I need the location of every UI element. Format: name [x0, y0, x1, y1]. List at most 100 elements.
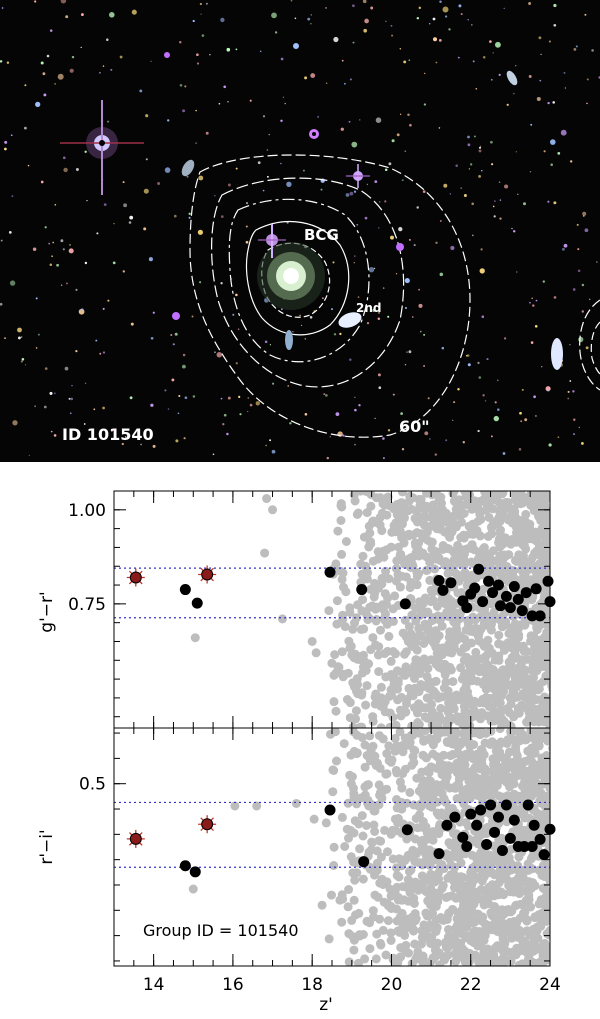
- member-galaxy-point: [399, 598, 411, 610]
- field-galaxy-point: [339, 739, 349, 749]
- field-galaxy-point: [379, 700, 388, 710]
- field-object: [391, 34, 394, 37]
- field-galaxy-point: [549, 849, 550, 854]
- field-galaxy-point: [545, 861, 550, 871]
- field-object: [468, 168, 471, 170]
- member-galaxy-point: [520, 587, 532, 599]
- field-galaxy-point: [550, 543, 559, 552]
- field-object: [478, 149, 482, 153]
- field-galaxy-point: [551, 910, 560, 919]
- field-galaxy-point: [550, 502, 559, 511]
- field-galaxy-point: [367, 837, 377, 847]
- field-galaxy-point: [381, 950, 391, 960]
- field-galaxy-point: [417, 767, 427, 777]
- field-galaxy-point: [540, 809, 550, 819]
- field-object: [460, 187, 463, 190]
- member-galaxy-point: [508, 581, 520, 593]
- field-galaxy-point: [347, 915, 357, 925]
- field-object: [220, 397, 223, 400]
- field-galaxy-point: [553, 767, 562, 776]
- field-object: [494, 200, 496, 202]
- field-galaxy-point: [552, 868, 561, 877]
- field-galaxy-point: [494, 713, 504, 723]
- field-object: [17, 336, 21, 340]
- field-object: [536, 96, 541, 102]
- field-object: [441, 346, 445, 350]
- field-galaxy-point: [404, 622, 414, 632]
- field-galaxy-point: [361, 700, 371, 710]
- field-galaxy-point: [410, 728, 420, 733]
- field-object: [453, 401, 456, 404]
- field-galaxy-point: [480, 919, 490, 929]
- field-object: [570, 160, 573, 163]
- field-galaxy-point: [514, 889, 524, 899]
- member-galaxy-point: [481, 838, 493, 850]
- field-galaxy-point: [526, 631, 536, 641]
- field-galaxy-point: [551, 868, 560, 877]
- field-object: [80, 308, 84, 312]
- field-galaxy-point: [190, 633, 200, 643]
- field-object: [24, 126, 27, 130]
- field-object: [200, 13, 202, 15]
- field-object: [521, 388, 524, 391]
- field-object: [438, 127, 441, 129]
- field-object: [467, 143, 471, 147]
- field-galaxy-point: [444, 647, 454, 657]
- bcg-glow: [257, 242, 325, 310]
- contour-2: [211, 177, 405, 388]
- field-galaxy-point: [452, 794, 462, 803]
- field-object: [28, 454, 30, 457]
- field-object: [102, 65, 105, 67]
- field-object: [95, 339, 98, 342]
- field-galaxy-point: [420, 849, 430, 858]
- field-galaxy-point: [381, 566, 391, 576]
- sky-background: [0, 0, 600, 462]
- field-galaxy-point: [404, 531, 414, 541]
- member-galaxy-point: [179, 584, 191, 596]
- field-galaxy-point: [446, 860, 456, 870]
- color-magnitude-charts: 1.00 0.75 0.5 14 16 18 20 22 24 Group ID = 10154…: [0, 462, 600, 1019]
- x-tick-label: 14: [143, 975, 165, 995]
- field-galaxy-point: [367, 518, 377, 528]
- field-galaxy-point: [321, 818, 331, 828]
- field-galaxy-point: [346, 825, 356, 835]
- field-object: [349, 78, 352, 81]
- member-galaxy-point: [465, 808, 477, 820]
- field-object: [541, 366, 543, 368]
- field-galaxy-point: [407, 882, 417, 892]
- field-galaxy-point: [551, 812, 560, 821]
- field-object: [198, 175, 204, 181]
- field-galaxy-point: [430, 877, 440, 887]
- field-galaxy-point: [412, 580, 422, 590]
- field-object: [57, 73, 64, 80]
- field-galaxy-point: [442, 543, 452, 553]
- field-object: [528, 75, 532, 78]
- field-galaxy-point: [341, 537, 351, 546]
- field-object: [352, 41, 355, 44]
- field-galaxy-point: [393, 676, 403, 686]
- field-galaxy-point: [552, 565, 561, 574]
- field-object: [71, 384, 73, 387]
- field-object: [43, 93, 47, 97]
- field-object: [12, 420, 18, 426]
- field-galaxy-point: [414, 687, 424, 697]
- field-galaxy-point: [506, 907, 516, 917]
- field-galaxy-point: [497, 622, 507, 632]
- field-galaxy-point: [370, 827, 380, 836]
- field-galaxy-point: [400, 615, 410, 625]
- field-galaxy-point: [350, 875, 360, 885]
- field-object: [494, 401, 497, 404]
- field-galaxy-point: [343, 902, 353, 912]
- field-galaxy-point: [371, 640, 380, 650]
- field-galaxy-point: [485, 850, 495, 860]
- field-galaxy-point: [553, 712, 562, 721]
- field-object: [157, 182, 161, 185]
- field-object: [150, 403, 154, 407]
- field-object: [102, 406, 105, 410]
- field-object: [553, 296, 557, 299]
- field-object: [513, 93, 515, 95]
- field-galaxy-point: [439, 683, 449, 693]
- field-galaxy-point: [478, 638, 488, 648]
- field-galaxy-point: [552, 589, 561, 598]
- field-object: [524, 418, 528, 422]
